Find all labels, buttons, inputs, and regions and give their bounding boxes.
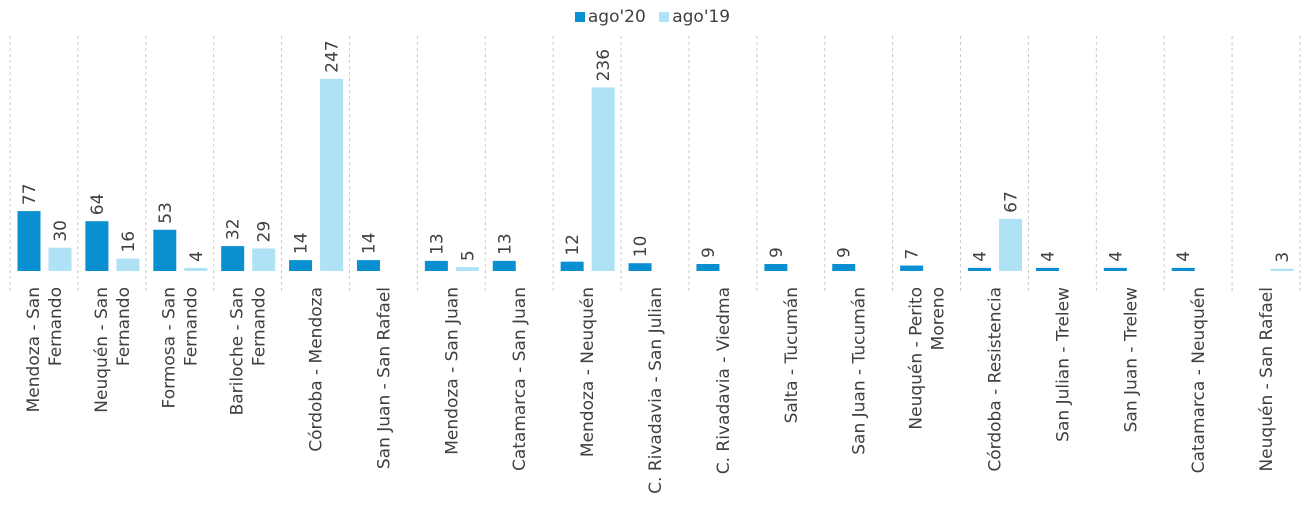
bar-ago20-11 xyxy=(764,263,788,271)
bar-ago20-3 xyxy=(221,246,245,271)
bar-ago20-1 xyxy=(85,221,109,271)
category-label-2-line-0: Formosa - San xyxy=(160,287,180,408)
bar-ago19-4 xyxy=(320,78,344,271)
bar-ago19-14 xyxy=(999,218,1023,271)
category-label-10: C. Rivadavia - Viedma xyxy=(714,287,734,474)
legend-swatch-ago19 xyxy=(659,12,670,22)
legend-item-ago19: ago'19 xyxy=(659,7,730,27)
bar-ago20-14 xyxy=(968,267,992,271)
bar-ago19-3 xyxy=(252,248,276,271)
data-label-ago20-14: 4 xyxy=(971,251,991,262)
bar-ago20-2 xyxy=(153,229,177,271)
category-label-0-line-0: Mendoza - San xyxy=(24,287,44,412)
legend-item-ago20: ago'20 xyxy=(574,7,646,27)
data-label-ago19-6: 5 xyxy=(458,250,478,261)
data-label-ago19-4: 247 xyxy=(323,40,343,72)
bar-ago20-15 xyxy=(1035,267,1059,271)
category-label-5: San Juan - San Rafael xyxy=(374,287,394,469)
bar-ago19-2 xyxy=(184,267,208,271)
category-label-18: Neuquén - San Rafael xyxy=(1257,287,1277,472)
legend-swatch-ago20 xyxy=(574,12,585,22)
bar-ago20-10 xyxy=(696,263,720,271)
bar-ago20-5 xyxy=(356,260,380,271)
bar-ago19-8 xyxy=(591,87,615,271)
category-label-3-line-0: Bariloche - San xyxy=(228,287,248,415)
bar-ago19-1 xyxy=(116,258,140,271)
category-label-7: Catamarca - San Juan xyxy=(510,287,530,471)
category-label-4: Córdoba - Mendoza xyxy=(307,287,327,452)
data-label-ago20-10: 9 xyxy=(699,247,719,258)
category-label-15: San Julian - Trelew xyxy=(1053,287,1073,442)
data-label-ago20-13: 7 xyxy=(903,249,923,260)
bar-ago20-0 xyxy=(17,211,41,271)
category-label-13-line-1: Moreno xyxy=(929,287,949,350)
bar-ago19-18 xyxy=(1270,268,1294,271)
bar-ago20-6 xyxy=(424,260,448,271)
category-label-17: Catamarca - Neuquén xyxy=(1189,287,1209,473)
data-label-ago19-0: 30 xyxy=(51,220,71,242)
data-label-ago20-1: 64 xyxy=(88,194,108,216)
legend-label-ago20: ago'20 xyxy=(587,7,646,27)
bar-ago20-12 xyxy=(832,263,856,271)
bar-ago20-16 xyxy=(1103,267,1127,271)
data-label-ago20-3: 32 xyxy=(224,218,244,240)
bar-ago19-6 xyxy=(455,267,479,271)
bar-ago20-9 xyxy=(628,263,652,271)
category-label-9: C. Rivadavia - San Julian xyxy=(646,287,666,494)
data-label-ago20-8: 12 xyxy=(563,234,583,256)
data-label-ago20-5: 14 xyxy=(359,232,379,254)
category-label-8: Mendoza - Neuquén xyxy=(578,287,598,457)
data-label-ago20-11: 9 xyxy=(767,247,787,258)
data-label-ago19-2: 4 xyxy=(187,251,207,262)
data-label-ago19-18: 3 xyxy=(1273,252,1293,263)
data-label-ago20-0: 77 xyxy=(20,183,40,205)
data-label-ago19-3: 29 xyxy=(255,221,275,243)
bar-ago19-0 xyxy=(48,247,72,271)
bar-ago20-7 xyxy=(492,260,516,271)
category-label-0-line-1: Fernando xyxy=(46,287,66,366)
data-label-ago20-9: 10 xyxy=(631,236,651,258)
bar-ago20-17 xyxy=(1171,267,1195,271)
category-label-2-line-1: Fernando xyxy=(182,287,202,366)
data-label-ago19-1: 16 xyxy=(119,231,139,253)
data-label-ago19-8: 236 xyxy=(594,49,614,81)
chart-legend: ago'20 ago'19 xyxy=(0,7,1305,27)
data-label-ago20-7: 13 xyxy=(495,233,515,255)
data-label-ago20-2: 53 xyxy=(156,202,176,224)
category-label-14: Córdoba - Resistencia xyxy=(985,287,1005,472)
data-label-ago20-16: 4 xyxy=(1106,251,1126,262)
category-label-11: Salta - Tucumán xyxy=(782,287,802,423)
bar-ago20-8 xyxy=(560,261,584,271)
legend-label-ago19: ago'19 xyxy=(672,7,731,27)
bar-ago20-4 xyxy=(289,260,313,271)
data-label-ago20-4: 14 xyxy=(292,232,312,254)
category-label-3-line-1: Fernando xyxy=(250,287,270,366)
data-label-ago20-12: 9 xyxy=(835,247,855,258)
category-label-1-line-0: Neuquén - San xyxy=(92,287,112,413)
category-label-13-line-0: Neuquén - Perito xyxy=(907,287,927,430)
category-label-1-line-1: Fernando xyxy=(114,287,134,366)
category-label-6: Mendoza - San Juan xyxy=(442,287,462,455)
data-label-ago19-14: 67 xyxy=(1002,191,1022,213)
data-label-ago20-17: 4 xyxy=(1174,251,1194,262)
category-label-12: San Juan - Tucumán xyxy=(850,287,870,455)
data-label-ago20-6: 13 xyxy=(427,233,447,255)
bar-ago20-13 xyxy=(900,265,924,271)
category-label-16: San Juan - Trelew xyxy=(1121,287,1141,432)
data-label-ago20-15: 4 xyxy=(1038,251,1058,262)
